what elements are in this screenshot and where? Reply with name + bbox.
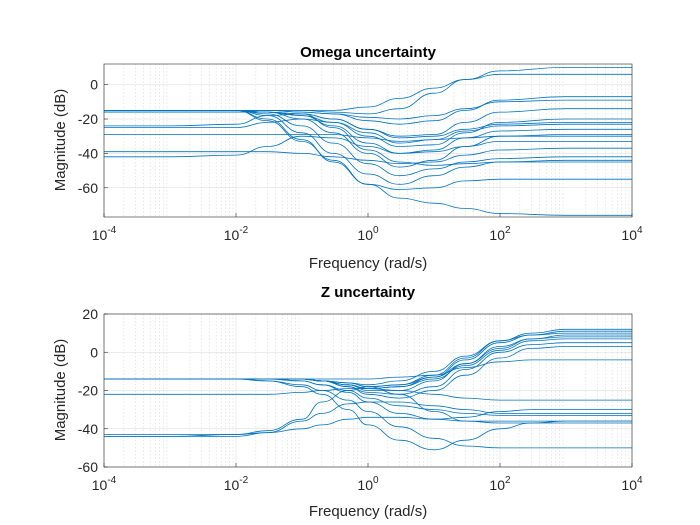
- chart-omega-y-tick-label: -20: [78, 111, 98, 127]
- chart-z-y-tick-label: -20: [78, 383, 98, 399]
- chart-z-y-tick-label: 0: [90, 344, 98, 360]
- chart-z-x-tick-label: 10-2: [224, 475, 249, 493]
- chart-omega-y-tick-label: -40: [78, 145, 98, 161]
- chart-z-x-tick-label: 10-4: [92, 475, 117, 493]
- chart-omega-series-line-11: [104, 147, 632, 165]
- chart-z-series-line-10: [104, 388, 632, 401]
- chart-omega-x-tick-label: 10-2: [224, 225, 249, 243]
- chart-z-y-tick-label: -60: [78, 459, 98, 475]
- chart-omega-series-line-12: [104, 135, 632, 158]
- chart-omega-y-tick-label: -60: [78, 180, 98, 196]
- chart-omega-x-tick-label: 102: [489, 225, 511, 243]
- chart-omega-x-tick-label: 100: [357, 225, 379, 243]
- chart-omega-series-line-8: [103, 118, 632, 144]
- chart-z-xlabel: Frequency (rad/s): [309, 503, 427, 520]
- chart-z-x-tick-label: 104: [621, 475, 643, 493]
- chart-omega-x-tick-label: 104: [621, 225, 643, 243]
- chart-z-title: Z uncertainty: [321, 284, 416, 301]
- chart-omega-xlabel: Frequency (rad/s): [309, 255, 427, 272]
- chart-z-ticks: 10-4 10-2 100 102 104 20 0 -20 -40 -60: [78, 306, 643, 493]
- chart-omega-ticks: 10-4 10-2 100 102 104 0 -20 -40 -60: [78, 77, 643, 243]
- chart-omega: Omega uncertainty 10-4 10-2 100 102 104 0 -20 -…: [52, 44, 643, 272]
- chart-omega-ylabel: Magnitude (dB): [52, 89, 69, 192]
- chart-z-series-line-17: [104, 386, 632, 437]
- chart-z-ylabel: Magnitude (dB): [52, 339, 69, 442]
- chart-z-series-line-16: [103, 378, 632, 451]
- chart-z-x-tick-label: 102: [489, 475, 511, 493]
- chart-omega-series-group: [103, 67, 632, 216]
- chart-z-series-line-15: [104, 401, 632, 437]
- chart-omega-x-tick-label: 10-4: [92, 225, 117, 243]
- chart-omega-series-line-18: [104, 109, 632, 166]
- chart-omega-grid: [103, 64, 633, 217]
- chart-z-series-group: [103, 328, 632, 451]
- chart-z-y-tick-label: -40: [78, 421, 98, 437]
- chart-omega-series-line-7: [103, 111, 632, 154]
- chart-omega-title: Omega uncertainty: [300, 44, 437, 61]
- chart-z-x-tick-label: 100: [357, 475, 379, 493]
- chart-z: Z uncertainty 10-4 10-2 100 102 104 20 0 -20 -40…: [52, 284, 643, 520]
- chart-omega-y-tick-label: 0: [90, 77, 98, 93]
- chart-omega-series-line-9: [104, 113, 632, 139]
- chart-z-y-tick-label: 20: [82, 306, 98, 322]
